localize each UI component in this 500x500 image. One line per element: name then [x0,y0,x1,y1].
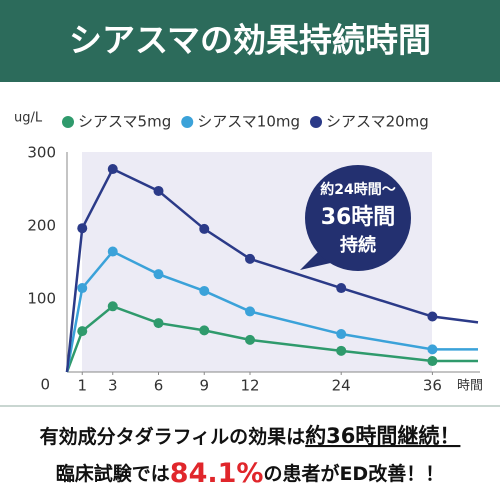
x-tick-label: 6 [154,377,164,395]
callout: 約24時間～ 36時間 持続 [300,165,411,271]
legend-label: シアスマ10mg [197,113,300,131]
callout-text: 約24時間～ [320,181,395,198]
x-tick-label: 24 [332,377,351,395]
data-point [199,285,210,296]
x-tick-label: 1 [77,377,87,395]
x-tick-label: 36 [423,377,442,395]
footer-line: 有効成分タダラフィルの効果は約36時間継続！ [40,424,461,448]
legend-label: シアスマ20mg [326,113,429,131]
legend-marker [310,116,323,128]
x-tick-label: 12 [240,377,259,395]
data-point [107,301,118,312]
title-banner [0,0,500,82]
footer-text: の患者がED改善！！ [263,462,444,485]
data-point [153,185,164,196]
legend-marker [62,116,74,128]
data-point [199,325,210,336]
data-point [107,164,118,175]
callout-text: 36時間 [321,205,396,230]
data-point [427,311,438,322]
data-point [336,283,347,294]
y-tick-label: 200 [27,217,56,235]
footer-text: 有効成分タダラフィルの効果は [40,425,306,448]
chart-title: シアスマの効果持続時間 [69,21,431,60]
data-point [336,329,347,340]
footer-emphasis: 約36時間継続！ [305,424,460,448]
data-point [107,246,118,257]
x-axis-label: 時間 [457,379,483,394]
x-tick-label: 9 [199,377,209,395]
y-unit: ug/L [14,111,43,126]
x-tick-label: 3 [108,377,118,395]
data-point [153,318,164,329]
data-point [427,356,438,367]
data-point [77,223,88,234]
y-tick-label: 300 [27,144,56,162]
callout-text: 持続 [340,234,376,256]
footer-emphasis: 84.1% [170,458,264,489]
data-point [153,269,164,280]
data-point [199,223,210,234]
data-point [336,345,347,356]
data-point [245,306,255,317]
data-point [77,283,88,294]
data-point [77,326,88,337]
footer-text: 臨床試験では [56,462,170,485]
callout-bubble [305,165,411,271]
data-point [245,334,255,345]
footer-line: 臨床試験では84.1%の患者がED改善！！ [56,458,444,489]
legend-label: シアスマ5mg [78,113,171,131]
data-point [427,344,438,355]
y-tick-label: 100 [27,290,56,308]
legend-marker [181,116,194,128]
data-point [245,253,255,264]
y-tick-label: 0 [40,376,50,394]
